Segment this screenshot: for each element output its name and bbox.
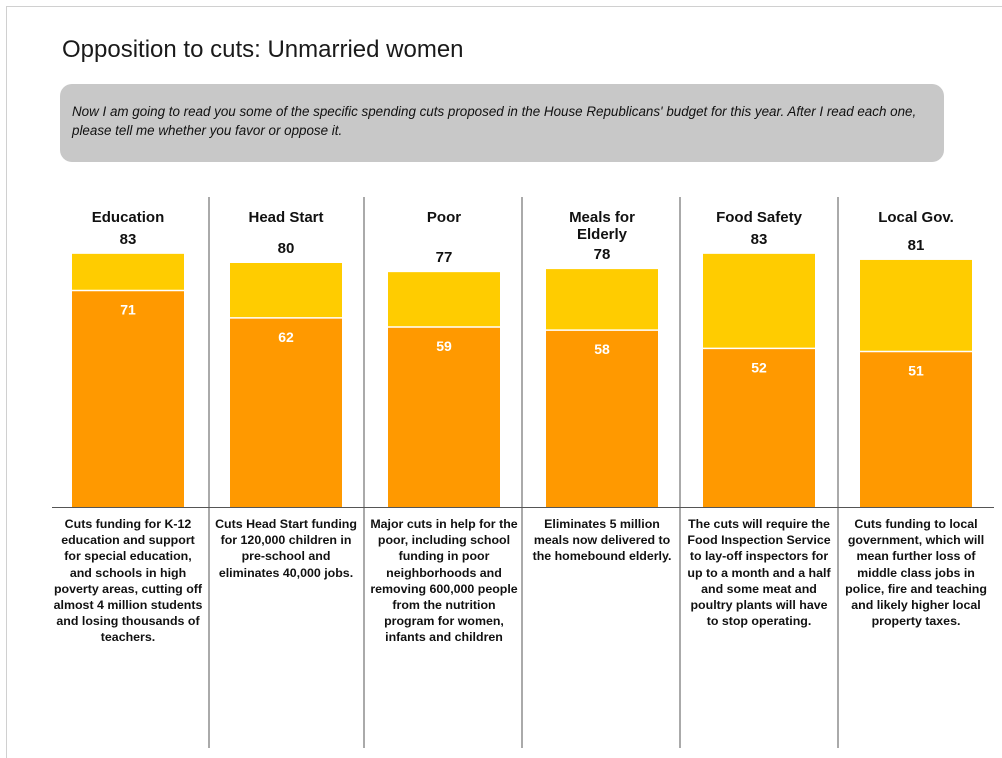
- category-label: Poor: [427, 209, 461, 226]
- bar-inner-value-label: 62: [278, 329, 294, 345]
- bar-inner-value-label: 59: [436, 338, 452, 354]
- slide-frame: [6, 6, 1002, 758]
- bar-strong-segment: [72, 290, 184, 507]
- chart-title: Opposition to cuts: Unmarried women: [62, 36, 464, 63]
- bar-description: Cuts funding to local government, which …: [845, 517, 987, 629]
- question-box: Now I am going to read you some of the s…: [60, 84, 944, 162]
- bar-total-value-label: 78: [594, 246, 611, 263]
- category-label: Elderly: [577, 226, 628, 243]
- bar-strong-segment: [860, 351, 972, 507]
- bar-strong-segment: [230, 317, 342, 507]
- bar-description: Eliminates 5 million meals now delivered…: [532, 517, 672, 564]
- bar-strong-segment: [703, 348, 815, 507]
- bar-total-segment: [388, 272, 500, 328]
- bar-total-segment: [230, 263, 342, 318]
- bar-description: Cuts funding for K-12 education and supp…: [53, 517, 203, 645]
- category-label: Meals for: [569, 209, 635, 226]
- bar-total-value-label: 81: [908, 237, 925, 254]
- bar-inner-value-label: 71: [120, 301, 136, 317]
- bar-description: Major cuts in help for the poor, includi…: [370, 517, 518, 645]
- category-label: Head Start: [248, 209, 323, 226]
- category-label: Food Safety: [716, 209, 802, 226]
- category-label: Local Gov.: [878, 209, 954, 226]
- bar-total-segment: [860, 259, 972, 352]
- bar-inner-value-label: 58: [594, 341, 610, 357]
- bar-strong-segment: [546, 330, 658, 507]
- bar-inner-value-label: 52: [751, 359, 767, 375]
- bar-total-segment: [546, 269, 658, 331]
- bar-total-value-label: 83: [751, 231, 768, 248]
- bar-description: Cuts Head Start funding for 120,000 chil…: [215, 517, 357, 580]
- category-label: Education: [92, 209, 165, 226]
- bar-total-value-label: 83: [120, 231, 137, 248]
- bar-total-value-label: 80: [278, 240, 295, 257]
- bar-description: The cuts will require the Food Inspectio…: [687, 517, 831, 629]
- bar-inner-value-label: 51: [908, 362, 924, 378]
- bar-total-value-label: 77: [436, 249, 453, 266]
- bar-strong-segment: [388, 327, 500, 507]
- bar-total-segment: [703, 253, 815, 349]
- bar-total-segment: [72, 253, 184, 291]
